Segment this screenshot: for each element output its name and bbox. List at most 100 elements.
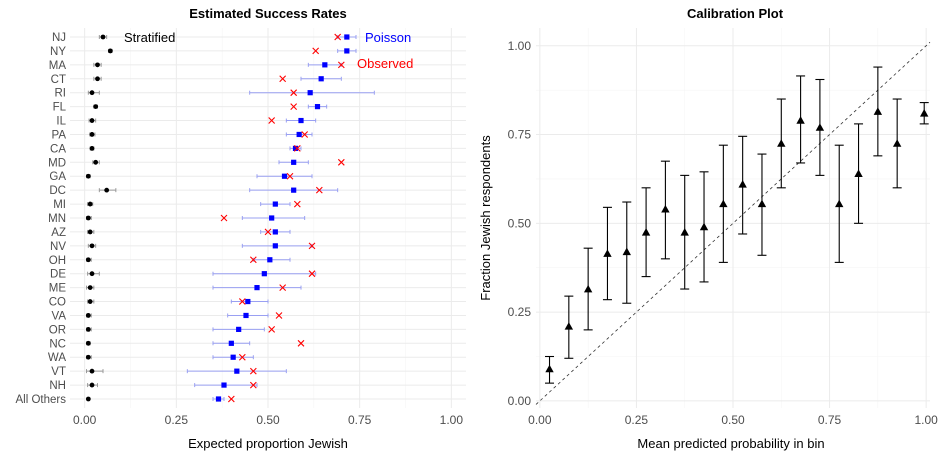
calibration-point bbox=[564, 322, 574, 330]
stratified-point bbox=[104, 187, 110, 193]
x-tick-label: 0.25 bbox=[165, 413, 189, 427]
left-chart-marks bbox=[85, 33, 375, 403]
legend-poisson: Poisson bbox=[365, 30, 411, 45]
state-label: NV bbox=[50, 241, 66, 253]
state-label: NH bbox=[49, 380, 66, 392]
observed-point bbox=[220, 214, 228, 222]
right-x-axis-title: Mean predicted probability in bin bbox=[637, 436, 824, 451]
observed-x-stroke bbox=[268, 325, 276, 333]
state-label: VT bbox=[51, 366, 66, 378]
calibration-point bbox=[622, 247, 631, 256]
observed-point bbox=[264, 228, 272, 236]
stratified-point bbox=[89, 132, 95, 137]
poisson-point bbox=[292, 145, 299, 151]
observed-point bbox=[268, 117, 276, 124]
poisson-point bbox=[291, 187, 297, 193]
stratified-point bbox=[93, 104, 99, 110]
observed-x-stroke bbox=[264, 228, 272, 236]
state-label: RI bbox=[55, 88, 67, 100]
observed-x-stroke bbox=[279, 284, 287, 292]
left-legend: Stratified Poisson Observed bbox=[124, 30, 413, 71]
observed-x-stroke bbox=[334, 33, 342, 41]
y-tick-label: 0.75 bbox=[508, 128, 532, 142]
observed-point bbox=[312, 47, 320, 55]
state-label: NJ bbox=[52, 32, 66, 44]
x-tick-label: 0.00 bbox=[73, 413, 97, 427]
poisson-point bbox=[236, 326, 242, 332]
observed-x-stroke bbox=[220, 214, 228, 222]
poisson-point bbox=[281, 173, 288, 179]
observed-x-stroke bbox=[297, 339, 305, 347]
observed-x-stroke bbox=[337, 158, 345, 166]
observed-x-stroke bbox=[238, 298, 246, 305]
observed-point bbox=[279, 284, 287, 292]
stratified-point bbox=[85, 396, 91, 402]
stratified-point bbox=[89, 271, 95, 277]
calibration-point bbox=[920, 109, 929, 117]
stratified-point bbox=[89, 382, 95, 388]
observed-x-stroke bbox=[312, 47, 320, 55]
left-x-axis-title: Expected proportion Jewish bbox=[188, 436, 348, 451]
state-label: GA bbox=[49, 171, 66, 183]
observed-point bbox=[249, 256, 257, 264]
stratified-point bbox=[89, 145, 95, 151]
state-label: ME bbox=[49, 283, 67, 295]
poisson-point bbox=[291, 159, 297, 165]
calibration-point bbox=[835, 199, 844, 208]
poisson-point bbox=[322, 62, 328, 68]
x-tick-label: 1.00 bbox=[914, 413, 938, 427]
calibration-point bbox=[854, 169, 863, 177]
state-label: AZ bbox=[51, 227, 66, 239]
calibration-point bbox=[777, 139, 786, 147]
right-reference-line-layer bbox=[535, 41, 931, 405]
right-x-tick-labels: 0.00 0.25 0.50 0.75 1.00 bbox=[528, 413, 938, 427]
poisson-point bbox=[221, 382, 227, 388]
poisson-point bbox=[344, 48, 350, 54]
stratified-point bbox=[93, 159, 99, 165]
stratified-point bbox=[95, 62, 100, 68]
poisson-point bbox=[307, 90, 313, 96]
observed-x-stroke bbox=[308, 242, 316, 250]
x-tick-label: 0.25 bbox=[625, 413, 649, 427]
stratified-point bbox=[89, 90, 95, 96]
calibration-panel: Calibration Plot 0.00 0.25 0.50 0.75 1.00 0.… bbox=[478, 6, 938, 451]
observed-point bbox=[275, 312, 283, 319]
observed-x-stroke bbox=[290, 103, 298, 111]
state-label: All Others bbox=[16, 394, 67, 406]
observed-x-stroke bbox=[249, 256, 257, 264]
observed-x-stroke bbox=[293, 144, 301, 152]
poisson-point bbox=[298, 117, 304, 124]
stratified-point bbox=[87, 299, 93, 304]
state-label: NC bbox=[49, 338, 66, 350]
calibration-point bbox=[719, 199, 728, 208]
state-label: CA bbox=[50, 143, 66, 155]
stratified-point bbox=[85, 340, 91, 346]
observed-point bbox=[308, 242, 316, 250]
poisson-point bbox=[272, 229, 278, 235]
stratified-point bbox=[95, 76, 100, 82]
stratified-point bbox=[85, 215, 91, 221]
poisson-point bbox=[272, 201, 278, 207]
observed-point bbox=[337, 61, 345, 69]
left-chart-title: Estimated Success Rates bbox=[189, 6, 347, 21]
observed-point bbox=[301, 131, 309, 138]
x-tick-label: 0.50 bbox=[256, 413, 280, 427]
state-label: DE bbox=[50, 269, 66, 281]
x-tick-label: 0.00 bbox=[528, 413, 552, 427]
y-tick-label: 0.50 bbox=[508, 216, 532, 230]
right-chart-title: Calibration Plot bbox=[687, 6, 784, 21]
observed-x-stroke bbox=[275, 312, 283, 319]
calibration-point bbox=[873, 107, 883, 115]
calibration-point bbox=[757, 199, 767, 208]
observed-point bbox=[249, 381, 257, 389]
state-label: NY bbox=[50, 46, 66, 58]
reference-diagonal-line bbox=[535, 41, 931, 405]
poisson-point bbox=[243, 312, 249, 319]
observed-x-stroke bbox=[279, 75, 287, 83]
observed-point bbox=[293, 144, 301, 152]
poisson-point bbox=[261, 271, 267, 277]
observed-point bbox=[337, 158, 345, 166]
observed-point bbox=[238, 298, 246, 305]
